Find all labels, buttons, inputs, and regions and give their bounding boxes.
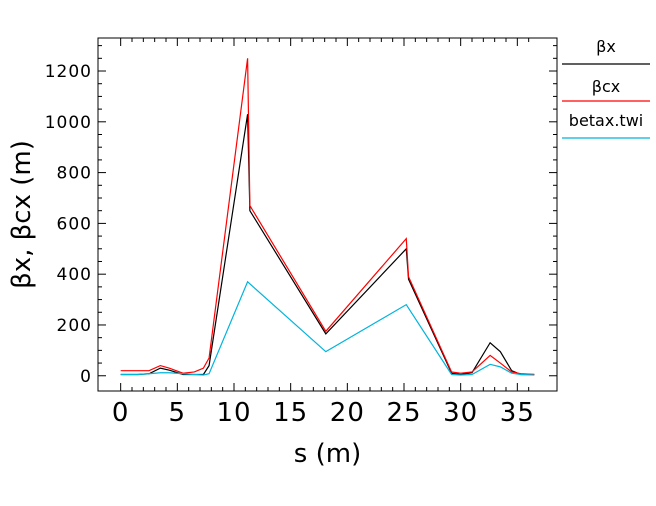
x-axis-title: s (m) xyxy=(294,439,361,469)
legend-label: βx xyxy=(596,37,616,56)
series-group xyxy=(120,58,535,376)
x-axis-ticks: 0 5 10 15 20 25 30 35 xyxy=(112,38,535,428)
x-tick-label: 0 xyxy=(112,398,130,428)
y-tick-label: 400 xyxy=(57,265,92,285)
series-line-2 xyxy=(120,280,535,376)
series-line-1 xyxy=(120,58,535,376)
y-tick-label: 800 xyxy=(57,164,92,184)
y-tick-label: 0 xyxy=(80,367,92,387)
y-tick-label: 200 xyxy=(57,316,92,336)
x-tick-label: 15 xyxy=(273,398,308,428)
legend: βx βcx betax.twi xyxy=(562,37,650,139)
y-axis-ticks: 0 200 400 600 800 1000 1200 xyxy=(45,45,557,387)
x-tick-label: 25 xyxy=(386,398,421,428)
legend-label: betax.twi xyxy=(569,111,643,130)
series-line-0 xyxy=(120,114,535,376)
x-tick-label: 30 xyxy=(443,398,478,428)
legend-label: βcx xyxy=(592,77,620,96)
y-axis-title: βx, βcx (m) xyxy=(7,140,37,289)
x-tick-label: 5 xyxy=(169,398,187,428)
y-tick-label: 600 xyxy=(57,214,92,234)
y-tick-label: 1000 xyxy=(45,113,92,133)
x-tick-label: 10 xyxy=(216,398,251,428)
y-tick-label: 1200 xyxy=(45,62,92,82)
x-tick-label: 35 xyxy=(500,398,535,428)
plot-frame xyxy=(97,37,558,392)
x-tick-label: 20 xyxy=(330,398,365,428)
